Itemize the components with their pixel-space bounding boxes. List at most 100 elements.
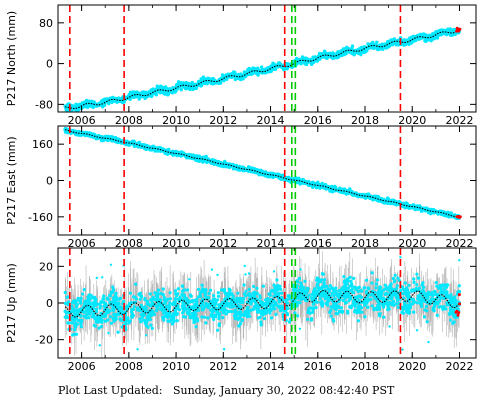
data-point: [323, 278, 326, 281]
y-tick-label: 0: [46, 58, 53, 71]
data-point: [162, 86, 165, 89]
data-point: [80, 325, 83, 328]
data-point: [260, 323, 263, 326]
data-point: [64, 291, 67, 294]
data-point: [110, 101, 113, 104]
data-point: [318, 52, 321, 55]
data-point: [151, 327, 154, 330]
data-point: [92, 100, 95, 103]
data-point: [106, 297, 109, 300]
data-point: [139, 292, 142, 295]
data-point: [101, 105, 104, 108]
data-point: [343, 47, 346, 50]
data-point: [275, 278, 278, 281]
data-point: [392, 277, 395, 280]
data-point: [133, 305, 136, 308]
data-point: [427, 291, 430, 294]
data-point: [111, 286, 114, 289]
data-point: [372, 47, 375, 50]
data-point: [357, 52, 360, 55]
x-tick-label: 2008: [115, 114, 143, 127]
data-point: [180, 88, 183, 91]
x-tick-label: 2006: [68, 114, 96, 127]
data-point: [304, 56, 307, 59]
data-point: [343, 53, 346, 56]
data-point: [85, 103, 88, 106]
data-point: [263, 317, 266, 320]
data-point: [385, 46, 388, 49]
data-point: [422, 286, 425, 289]
data-point: [274, 68, 277, 71]
data-point: [155, 93, 158, 96]
data-point: [339, 49, 342, 52]
data-point: [117, 331, 120, 334]
x-tick-label: 2014: [257, 114, 285, 127]
data-point: [363, 51, 366, 54]
data-point: [178, 82, 181, 85]
y-tick-label: -160: [28, 211, 53, 224]
data-point: [360, 46, 363, 49]
recent-point: [456, 27, 459, 30]
data-point: [166, 92, 169, 95]
data-point: [353, 52, 356, 55]
x-tick-label: 2016: [304, 114, 332, 127]
recent-point: [456, 29, 459, 32]
data-point: [90, 294, 93, 297]
data-point: [110, 322, 113, 325]
data-point: [330, 315, 333, 318]
data-point: [257, 316, 260, 319]
data-point: [370, 282, 373, 285]
data-point: [266, 67, 269, 70]
data-point: [377, 48, 380, 51]
data-point: [162, 287, 165, 290]
data-point: [298, 277, 301, 280]
data-point: [332, 57, 335, 60]
data-point: [331, 51, 334, 54]
data-point: [248, 288, 251, 291]
data-point: [144, 91, 147, 94]
data-point: [200, 315, 203, 318]
data-point: [407, 284, 410, 287]
y-axis-label: P217 East (mm): [5, 136, 18, 224]
data-point: [251, 67, 254, 70]
data-point: [260, 65, 263, 68]
data-point: [394, 274, 397, 277]
data-point: [236, 292, 239, 295]
data-point: [207, 292, 210, 295]
data-point: [439, 284, 442, 287]
data-point: [351, 44, 354, 47]
recent-point: [457, 215, 460, 218]
data-point: [262, 285, 265, 288]
data-point: [306, 287, 309, 290]
data-point: [274, 313, 277, 316]
data-point: [393, 280, 396, 283]
data-point: [199, 84, 202, 87]
data-point: [138, 97, 141, 100]
data-point: [382, 316, 385, 319]
data-point: [311, 181, 314, 184]
data-point: [106, 98, 109, 101]
data-layer-east: [63, 127, 461, 220]
data-point: [402, 43, 405, 46]
data-point: [408, 36, 411, 39]
y-tick-label: 160: [32, 138, 53, 151]
y-tick-label: 0: [46, 175, 53, 188]
data-point: [220, 164, 223, 167]
data-point: [239, 78, 242, 81]
data-point: [435, 281, 438, 284]
y-axis-label: P217 North (mm): [5, 11, 18, 106]
data-point: [449, 34, 452, 37]
data-point: [269, 70, 272, 73]
data-point: [371, 271, 374, 274]
data-point: [393, 37, 396, 40]
data-point: [404, 206, 407, 209]
data-point: [376, 278, 379, 281]
data-point: [415, 273, 418, 276]
data-point: [365, 279, 368, 282]
data-point: [115, 101, 118, 104]
data-layer-up: [64, 249, 462, 359]
data-point: [335, 51, 338, 54]
data-point: [415, 283, 418, 286]
